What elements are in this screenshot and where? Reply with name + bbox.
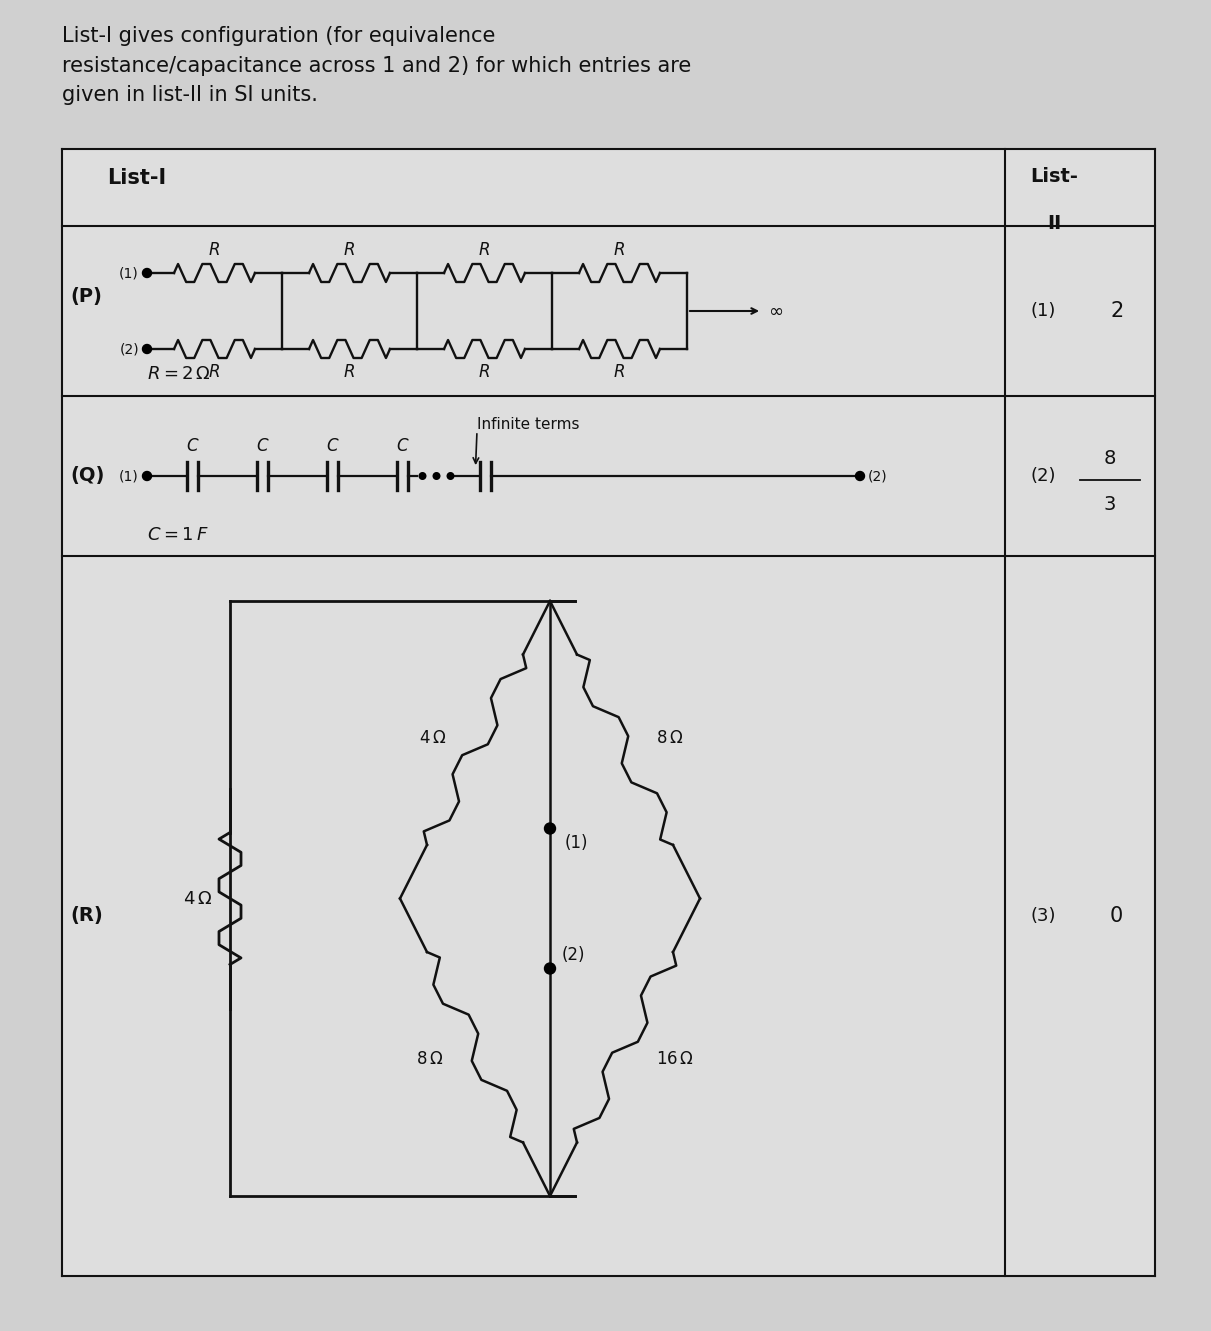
Text: 2: 2 [1110, 301, 1124, 321]
Text: (P): (P) [70, 286, 102, 306]
Text: $4\,\Omega$: $4\,\Omega$ [419, 729, 447, 747]
Text: Infinite terms: Infinite terms [477, 417, 580, 431]
Text: (2): (2) [1031, 467, 1056, 484]
Circle shape [447, 473, 454, 479]
Text: $8\,\Omega$: $8\,\Omega$ [417, 1050, 443, 1069]
Text: $16\,\Omega$: $16\,\Omega$ [656, 1050, 694, 1069]
Text: List-I gives configuration (for equivalence
resistance/capacitance across 1 and : List-I gives configuration (for equivale… [62, 27, 691, 105]
Text: R: R [344, 241, 355, 260]
Text: R: R [478, 241, 490, 260]
Text: R: R [614, 241, 625, 260]
Circle shape [855, 471, 865, 480]
Text: $8\,\Omega$: $8\,\Omega$ [656, 729, 684, 747]
Circle shape [419, 473, 426, 479]
Text: R: R [208, 363, 220, 381]
Text: $C = 1\,F$: $C = 1\,F$ [147, 526, 208, 544]
Text: (2): (2) [868, 469, 888, 483]
Text: C: C [257, 437, 268, 455]
Text: $\infty$: $\infty$ [768, 302, 784, 319]
Bar [62, 149, 1155, 1276]
Text: $R = 2\,\Omega$: $R = 2\,\Omega$ [147, 365, 211, 383]
Text: (2): (2) [562, 945, 585, 964]
Text: C: C [326, 437, 338, 455]
Text: (2): (2) [120, 342, 139, 355]
Text: (1): (1) [1031, 302, 1055, 319]
Text: 0: 0 [1110, 906, 1124, 926]
Circle shape [143, 269, 151, 277]
Text: C: C [186, 437, 197, 455]
Text: (Q): (Q) [70, 466, 104, 486]
Text: List-I: List-I [107, 168, 166, 188]
Circle shape [143, 471, 151, 480]
Circle shape [143, 345, 151, 354]
Text: C: C [396, 437, 408, 455]
Text: (1): (1) [119, 266, 139, 280]
Text: (1): (1) [119, 469, 139, 483]
Text: R: R [208, 241, 220, 260]
Text: R: R [614, 363, 625, 381]
Circle shape [545, 823, 556, 835]
Text: R: R [344, 363, 355, 381]
Circle shape [434, 473, 440, 479]
Text: 8: 8 [1103, 449, 1117, 467]
Text: (R): (R) [70, 906, 103, 925]
Text: (3): (3) [1031, 906, 1056, 925]
Text: $4\,\Omega$: $4\,\Omega$ [183, 889, 212, 908]
Text: R: R [478, 363, 490, 381]
Text: II: II [1048, 214, 1061, 233]
Text: (1): (1) [566, 833, 589, 852]
Circle shape [545, 964, 556, 974]
Text: List-: List- [1031, 166, 1078, 186]
Text: 3: 3 [1103, 495, 1117, 514]
